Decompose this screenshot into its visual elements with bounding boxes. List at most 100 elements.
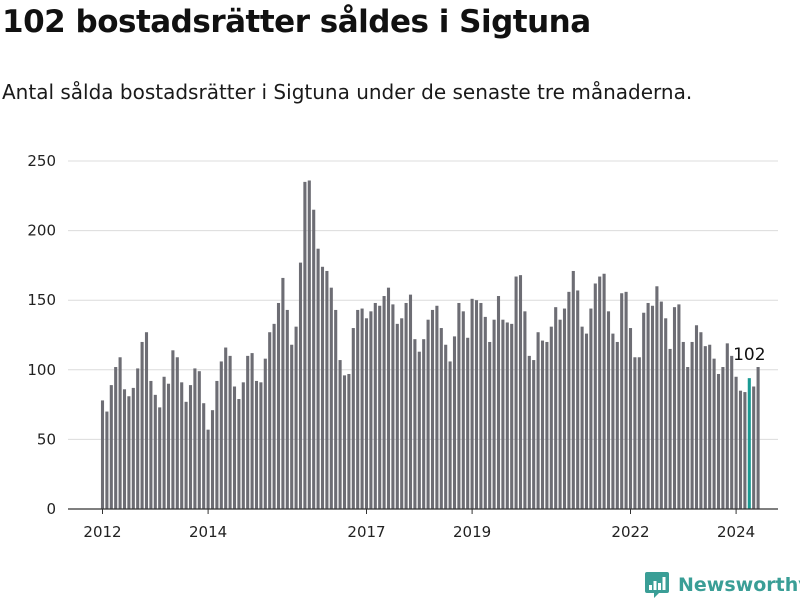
bar <box>246 355 250 509</box>
brand-name: Newsworthy <box>678 574 800 596</box>
bar <box>492 319 496 509</box>
bar <box>452 336 457 509</box>
bar <box>620 293 624 509</box>
bar <box>518 275 523 509</box>
bar <box>259 382 263 509</box>
bar <box>558 319 562 509</box>
bar <box>417 351 421 509</box>
bar <box>250 353 254 509</box>
bar <box>721 367 725 509</box>
bar <box>210 410 215 509</box>
bar <box>624 291 628 509</box>
bar <box>554 307 558 509</box>
bar <box>232 386 237 509</box>
bar <box>338 360 342 509</box>
bar <box>466 337 470 509</box>
bar <box>254 380 259 509</box>
bar <box>303 181 307 509</box>
bar <box>730 355 734 509</box>
bar <box>606 311 611 509</box>
bar <box>298 262 303 509</box>
bar <box>699 332 703 509</box>
bar <box>549 326 553 509</box>
newsworthy-logo-icon <box>645 572 669 598</box>
bar <box>180 382 184 509</box>
x-tick-label: 2022 <box>611 523 649 541</box>
bar <box>545 341 549 509</box>
bar <box>659 301 663 509</box>
y-tick-label: 0 <box>46 500 56 518</box>
bar <box>677 304 681 509</box>
bar <box>224 347 228 509</box>
bar <box>738 390 743 509</box>
bar <box>272 323 276 509</box>
bar <box>329 287 333 509</box>
bar <box>268 332 272 509</box>
bar <box>527 355 531 509</box>
last-value-label: 102 <box>733 345 765 365</box>
bar <box>228 355 232 509</box>
bar <box>294 326 298 509</box>
bar <box>378 305 382 509</box>
bar <box>672 307 677 509</box>
y-tick-label: 250 <box>27 152 56 170</box>
bar <box>285 309 289 509</box>
bar <box>756 367 760 509</box>
bar <box>430 309 435 509</box>
bar <box>708 344 712 509</box>
bar <box>479 302 483 509</box>
bar <box>716 373 721 509</box>
bar <box>584 333 589 509</box>
bar <box>628 328 633 509</box>
bar <box>400 318 404 509</box>
bar <box>457 302 461 509</box>
bar <box>109 385 113 509</box>
bar <box>351 328 355 509</box>
bar <box>395 323 399 509</box>
bar <box>532 360 536 509</box>
brand-logo: Newsworthy <box>644 570 800 600</box>
bar <box>334 309 338 509</box>
bar <box>488 341 492 509</box>
bar-highlight <box>747 378 751 509</box>
bar <box>633 357 637 509</box>
x-tick-label: 2012 <box>83 523 121 541</box>
bar <box>364 318 369 509</box>
bar <box>386 287 391 509</box>
bar <box>219 361 223 509</box>
bar <box>681 341 685 509</box>
bar <box>202 403 206 509</box>
bar <box>448 361 452 509</box>
bar <box>408 294 413 509</box>
bar <box>320 266 325 509</box>
bar <box>496 296 501 509</box>
bar <box>602 273 606 509</box>
bar <box>188 385 193 509</box>
bar <box>540 340 545 509</box>
bar <box>690 341 694 509</box>
bar <box>312 209 316 509</box>
bar <box>206 429 210 509</box>
y-tick-label: 100 <box>27 361 56 379</box>
bar <box>725 343 729 509</box>
bar <box>439 328 443 509</box>
bar <box>444 344 448 509</box>
bar <box>131 387 135 509</box>
bar <box>567 291 571 509</box>
bar <box>501 319 505 509</box>
bar <box>316 248 320 509</box>
bar <box>580 326 584 509</box>
bar <box>342 375 347 509</box>
chart-title: 102 bostadsrätter såldes i Sigtuna <box>2 4 591 40</box>
x-tick-label: 2019 <box>453 523 491 541</box>
bar <box>743 392 747 509</box>
bar <box>646 302 650 509</box>
bar <box>642 312 646 509</box>
bar <box>171 350 175 509</box>
y-tick-label: 50 <box>37 430 56 448</box>
bar <box>703 346 707 509</box>
bar <box>347 373 351 509</box>
bar <box>360 308 364 509</box>
bar <box>474 300 479 509</box>
